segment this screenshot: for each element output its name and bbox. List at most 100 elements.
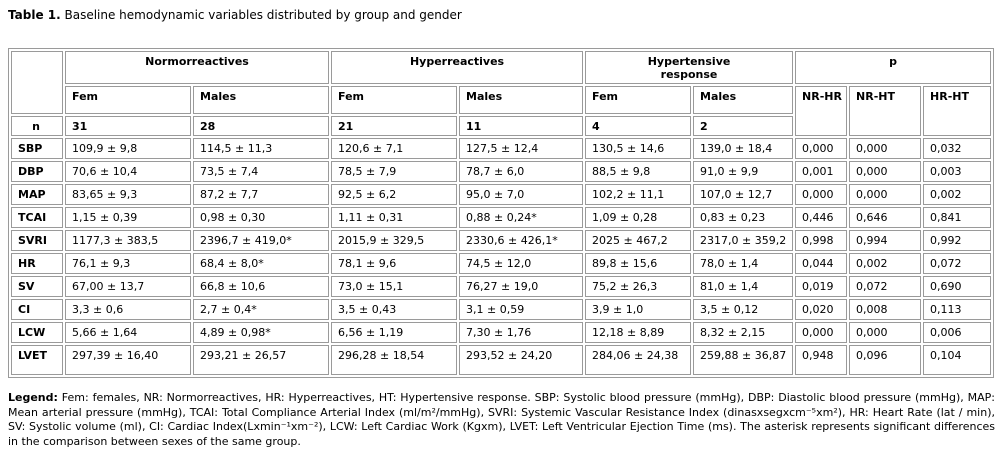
corner-cell (11, 51, 63, 114)
value-cell: 0,000 (795, 184, 848, 205)
value-cell: 1,09 ± 0,28 (585, 207, 692, 228)
value-cell: 0,002 (923, 184, 992, 205)
value-cell: 0,096 (849, 345, 922, 375)
value-cell: 8,32 ± 2,15 (693, 322, 794, 343)
value-cell: 88,5 ± 9,8 (585, 161, 692, 182)
group-header-row: Normorreactives Hyperreactives Hypertens… (11, 51, 992, 114)
row-label: HR (11, 253, 63, 274)
group-header-hyperreactives: Hyperreactives (331, 51, 584, 84)
column-header-nr-males: Males (193, 86, 330, 114)
value-cell: 0,646 (849, 207, 922, 228)
value-cell: 0,113 (923, 299, 992, 320)
row-label: SV (11, 276, 63, 297)
value-cell: 0,072 (923, 253, 992, 274)
value-cell: 0,000 (849, 161, 922, 182)
value-cell: 0,000 (795, 138, 848, 159)
table-row: LCW 5,66 ± 1,64 4,89 ± 0,98* 6,56 ± 1,19 7,3… (11, 322, 992, 343)
value-cell: 102,2 ± 11,1 (585, 184, 692, 205)
value-cell: 0,000 (849, 322, 922, 343)
value-cell: 0,044 (795, 253, 848, 274)
value-cell: 75,2 ± 26,3 (585, 276, 692, 297)
value-cell: 3,5 ± 0,12 (693, 299, 794, 320)
value-cell: 0,002 (849, 253, 922, 274)
value-cell: 4,89 ± 0,98* (193, 322, 330, 343)
value-cell: 0,000 (849, 138, 922, 159)
value-cell: 297,39 ± 16,40 (65, 345, 191, 375)
value-cell: 0,83 ± 0,23 (693, 207, 794, 228)
value-cell: 78,1 ± 9,6 (331, 253, 458, 274)
row-label: CI (11, 299, 63, 320)
value-cell: 3,5 ± 0,43 (331, 299, 458, 320)
value-cell: 293,21 ± 26,57 (193, 345, 330, 375)
value-cell: 0,020 (795, 299, 848, 320)
table-row: LVET 297,39 ± 16,40 293,21 ± 26,57 296,28 ±… (11, 345, 992, 375)
gender-header-row: Fem Males Fem Males Fem Males NR-HR NR-H… (11, 86, 992, 136)
value-cell: 1,11 ± 0,31 (331, 207, 458, 228)
n-value-cell: 21 (331, 116, 458, 136)
value-cell: 284,06 ± 24,38 (585, 345, 692, 375)
value-cell: 114,5 ± 11,3 (193, 138, 330, 159)
table-row: SV 67,00 ± 13,7 66,8 ± 10,6 73,0 ± 15,1 76,2… (11, 276, 992, 297)
value-cell: 76,1 ± 9,3 (65, 253, 191, 274)
p-column-header-hr-ht: HR-HT (923, 86, 992, 136)
value-cell: 0,98 ± 0,30 (193, 207, 330, 228)
value-cell: 92,5 ± 6,2 (331, 184, 458, 205)
row-label: LCW (11, 322, 63, 343)
group-header-hypertensive-response: Hypertensive response (585, 51, 794, 84)
value-cell: 0,446 (795, 207, 848, 228)
value-cell: 1,15 ± 0,39 (65, 207, 191, 228)
value-cell: 0,006 (923, 322, 992, 343)
table-caption: Table 1. Baseline hemodynamic variables … (8, 8, 1003, 22)
column-header-hr-fem: Fem (331, 86, 458, 114)
value-cell: 67,00 ± 13,7 (65, 276, 191, 297)
value-cell: 74,5 ± 12,0 (459, 253, 584, 274)
value-cell: 2015,9 ± 329,5 (331, 230, 458, 251)
row-label: LVET (11, 345, 63, 375)
table-body: SBP 109,9 ± 9,8 114,5 ± 11,3 120,6 ± 7,1 127… (11, 138, 992, 375)
value-cell: 0,998 (795, 230, 848, 251)
p-column-header-nr-ht: NR-HT (849, 86, 922, 136)
legend-label: Legend: (8, 391, 58, 404)
value-cell: 87,2 ± 7,7 (193, 184, 330, 205)
column-header-ht-fem: Fem (585, 86, 692, 114)
table-row: DBP 70,6 ± 10,4 73,5 ± 7,4 78,5 ± 7,9 78,7 ±… (11, 161, 992, 182)
table-row: MAP 83,65 ± 9,3 87,2 ± 7,7 92,5 ± 6,2 95,0 ±… (11, 184, 992, 205)
value-cell: 83,65 ± 9,3 (65, 184, 191, 205)
group-header-p: p (795, 51, 992, 84)
value-cell: 2396,7 ± 419,0* (193, 230, 330, 251)
value-cell: 78,7 ± 6,0 (459, 161, 584, 182)
column-header-nr-fem: Fem (65, 86, 191, 114)
value-cell: 0,104 (923, 345, 992, 375)
value-cell: 73,5 ± 7,4 (193, 161, 330, 182)
value-cell: 0,992 (923, 230, 992, 251)
value-cell: 7,30 ± 1,76 (459, 322, 584, 343)
value-cell: 1177,3 ± 383,5 (65, 230, 191, 251)
table-row: HR 76,1 ± 9,3 68,4 ± 8,0* 78,1 ± 9,6 74,5 ± … (11, 253, 992, 274)
value-cell: 127,5 ± 12,4 (459, 138, 584, 159)
table-row: SBP 109,9 ± 9,8 114,5 ± 11,3 120,6 ± 7,1 127… (11, 138, 992, 159)
row-label: MAP (11, 184, 63, 205)
value-cell: 293,52 ± 24,20 (459, 345, 584, 375)
value-cell: 0,008 (849, 299, 922, 320)
value-cell: 66,8 ± 10,6 (193, 276, 330, 297)
column-header-ht-males: Males (693, 86, 794, 114)
value-cell: 3,3 ± 0,6 (65, 299, 191, 320)
group-header-hypertensive-response-text: Hypertensive response (647, 55, 731, 81)
value-cell: 81,0 ± 1,4 (693, 276, 794, 297)
value-cell: 78,0 ± 1,4 (693, 253, 794, 274)
value-cell: 3,1 ± 0,59 (459, 299, 584, 320)
value-cell: 0,003 (923, 161, 992, 182)
row-label: SVRI (11, 230, 63, 251)
value-cell: 0,001 (795, 161, 848, 182)
value-cell: 0,000 (849, 184, 922, 205)
value-cell: 0,032 (923, 138, 992, 159)
sample-size-row: n 31 28 21 11 4 2 (11, 116, 991, 136)
group-header-normorreactives: Normorreactives (65, 51, 330, 84)
value-cell: 2317,0 ± 359,2 (693, 230, 794, 251)
value-cell: 0,841 (923, 207, 992, 228)
n-value-cell: 11 (459, 116, 584, 136)
value-cell: 139,0 ± 18,4 (693, 138, 794, 159)
value-cell: 2025 ± 467,2 (585, 230, 692, 251)
value-cell: 120,6 ± 7,1 (331, 138, 458, 159)
